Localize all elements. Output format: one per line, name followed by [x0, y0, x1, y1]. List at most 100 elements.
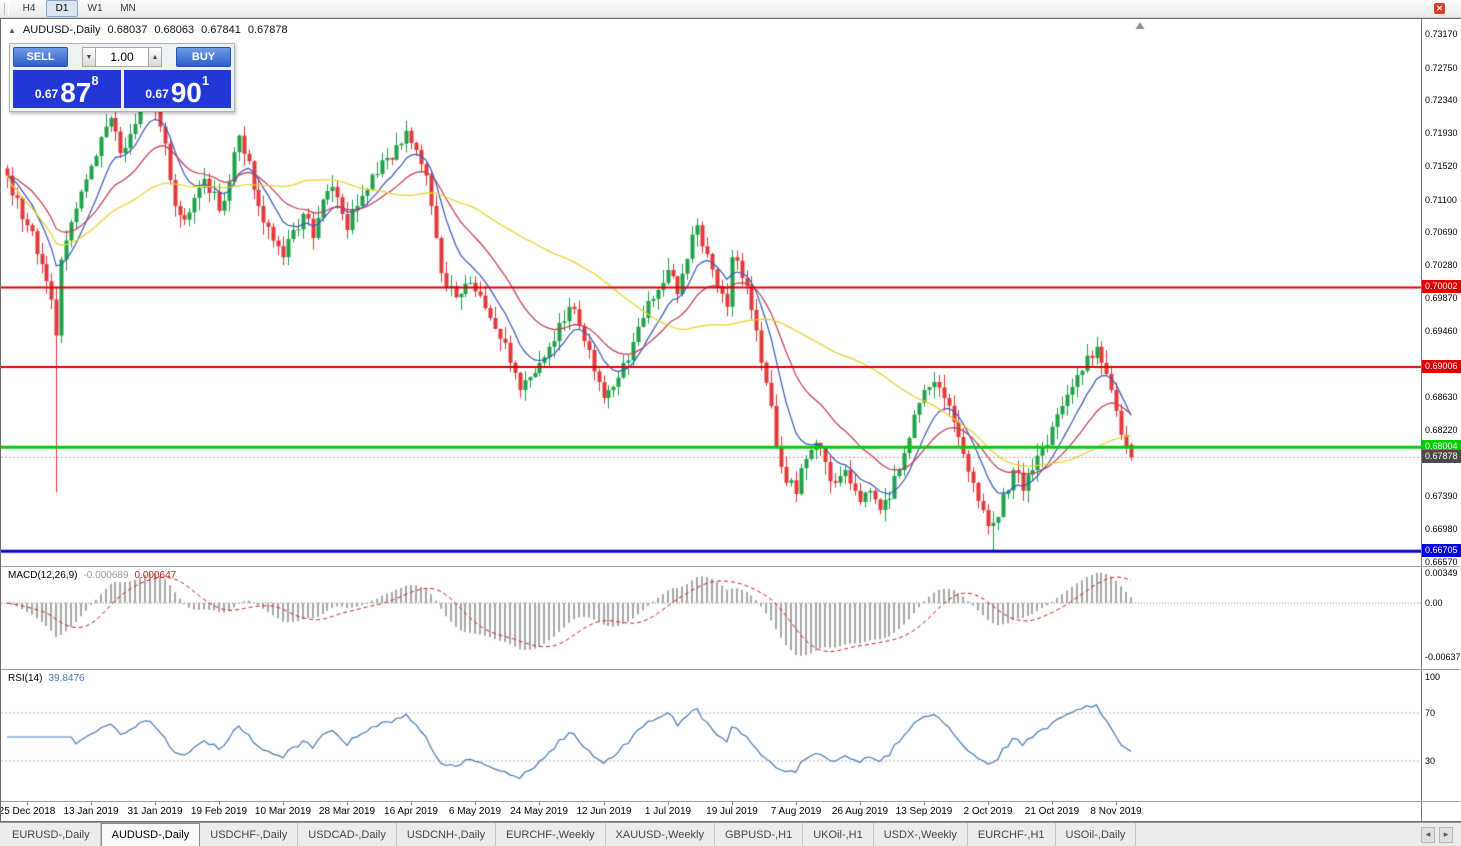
price-tick-label: 0.70280	[1425, 260, 1458, 271]
chevron-down-icon: ▼	[85, 53, 93, 61]
timeframe-button-d1[interactable]: D1	[46, 0, 78, 17]
sell-price-box[interactable]: 0.67 87 8	[13, 70, 121, 108]
price-tick-label: 0.73170	[1425, 29, 1458, 39]
tab-scroll-arrows: ◂ ▸	[1413, 823, 1461, 846]
tab-ukoil-h1[interactable]: UKOil-,H1	[803, 823, 874, 846]
time-tick-label: 19 Feb 2019	[190, 806, 248, 817]
price-tick-label: 0.69870	[1425, 293, 1458, 303]
buy-price-box[interactable]: 0.67 90 1	[123, 70, 231, 109]
time-tick-label: 21 Oct 2019	[1024, 806, 1080, 817]
sell-price-base: 0.67	[34, 87, 59, 101]
price-tag: 0.70002	[1422, 280, 1461, 294]
rsi-name: RSI(14)	[8, 673, 43, 684]
time-tick-label: 1 Jul 2019	[644, 806, 692, 817]
ohlc-high: 0.68063	[154, 24, 195, 36]
buy-button[interactable]: BUY	[176, 47, 231, 67]
time-tick	[155, 802, 156, 805]
time-tick-label: 28 Mar 2019	[318, 806, 376, 817]
timeframe-button-mn[interactable]: MN	[120, 3, 136, 14]
toolbar-close-icon[interactable]: ✕	[1434, 3, 1445, 14]
time-tick-label: 26 Aug 2019	[831, 806, 889, 817]
buy-price-big: 90	[170, 77, 202, 109]
time-tick	[924, 802, 925, 805]
price-axis[interactable]: 0.73170 0.72750 0.72340 0.71930 0.71520 0.711…	[1421, 19, 1461, 821]
price-tick-label: 0.71930	[1425, 128, 1458, 139]
chart-plot-area[interactable]: ▲ AUDUSD-,Daily 0.68037 0.68063 0.67841 …	[1, 19, 1421, 821]
tab-usdx-weekly[interactable]: USDX-,Weekly	[874, 823, 968, 846]
volume-input[interactable]	[96, 47, 148, 67]
chart-window: ▲ AUDUSD-,Daily 0.68037 0.68063 0.67841 …	[0, 18, 1461, 822]
macd-main-value: -0.000689	[83, 570, 129, 581]
pane-separator[interactable]	[1, 669, 1460, 670]
time-tick	[604, 802, 605, 805]
buy-price-sup: 1	[201, 73, 210, 88]
macd-tick-label: -0.00637	[1425, 652, 1461, 663]
buy-price-base: 0.67	[145, 87, 169, 101]
time-tick	[91, 802, 92, 805]
rsi-indicator-label: RSI(14) 39.8476	[8, 673, 85, 684]
tab-xauusd-weekly[interactable]: XAUUSD-,Weekly	[606, 823, 715, 846]
tab-scroll-left-icon[interactable]: ◂	[1421, 826, 1435, 843]
tab-usdcnh-daily[interactable]: USDCNH-,Daily	[397, 823, 497, 846]
rsi-value: 39.8476	[48, 673, 85, 684]
time-tick	[668, 802, 669, 805]
time-tick	[347, 802, 348, 805]
macd-indicator-label: MACD(12,26,9) -0.000689 0.000647	[8, 570, 176, 581]
chart-title: ▲ AUDUSD-,Daily 0.68037 0.68063 0.67841 …	[8, 24, 288, 36]
time-axis[interactable]: 25 Dec 2018 13 Jan 2019 31 Jan 2019 19 Feb …	[1, 802, 1421, 821]
tab-gbpusd-h1[interactable]: GBPUSD-,H1	[715, 823, 804, 846]
timeframe-buttons: H4 D1 W1 MN	[13, 0, 144, 17]
rsi-tick-label: 100	[1425, 672, 1441, 682]
time-tick	[539, 802, 540, 805]
time-tick-label: 16 Apr 2019	[384, 806, 438, 817]
tab-eurchf-h1[interactable]: EURCHF-,H1	[968, 823, 1056, 846]
pane-separator[interactable]	[1, 566, 1460, 567]
tab-eurusd-daily[interactable]: EURUSD-,Daily	[2, 823, 101, 846]
price-tick-label: 0.70690	[1425, 227, 1458, 238]
tab-scroll-right-icon[interactable]: ▸	[1439, 826, 1453, 843]
tab-usoil-daily[interactable]: USOil-,Daily	[1056, 823, 1137, 846]
price-tick-label: 0.68630	[1425, 392, 1458, 403]
periods-toolbar: H4 D1 W1 MN ✕	[0, 0, 1461, 18]
tab-usdchf-daily[interactable]: USDCHF-,Daily	[200, 823, 299, 846]
timeframe-button-w1[interactable]: W1	[87, 3, 103, 14]
tab-audusd-daily[interactable]: AUDUSD-,Daily	[100, 823, 201, 846]
time-tick	[411, 802, 412, 805]
toolbar-grip[interactable]	[4, 2, 9, 15]
time-tick	[732, 802, 733, 805]
time-tick	[475, 802, 476, 805]
sell-price-sup: 8	[91, 73, 99, 88]
time-tick-label: 8 Nov 2019	[1090, 806, 1142, 817]
rsi-indicator-canvas[interactable]	[1, 670, 1421, 801]
sell-button[interactable]: SELL	[13, 47, 68, 67]
volume-decrease-button[interactable]: ▼	[82, 47, 96, 67]
ohlc-open: 0.68037	[107, 24, 148, 36]
macd-signal-value: 0.000647	[134, 570, 177, 581]
chart-tabs: EURUSD-,Daily AUDUSD-,Daily USDCHF-,Daily U…	[2, 823, 1137, 846]
macd-tick-label: 0.00	[1425, 598, 1443, 608]
time-tick	[860, 802, 861, 805]
timeframe-button-h4[interactable]: H4	[22, 3, 36, 14]
time-tick	[27, 802, 28, 805]
price-tag: 0.67878	[1422, 450, 1461, 464]
time-tick-label: 24 May 2019	[510, 806, 568, 817]
volume-increase-button[interactable]: ▲	[148, 47, 162, 67]
chevron-up-icon: ▲	[151, 53, 159, 61]
rsi-tick-label: 70	[1425, 708, 1436, 718]
macd-tick-label: 0.00349	[1425, 568, 1458, 579]
time-tick-label: 13 Sep 2019	[895, 806, 953, 817]
collapse-arrow-icon[interactable]: ▲	[8, 25, 16, 35]
ohlc-close: 0.67878	[247, 24, 288, 36]
time-tick-label: 12 Jun 2019	[576, 806, 632, 817]
rsi-tick-label: 30	[1425, 756, 1436, 766]
price-tick-label: 0.68220	[1425, 425, 1458, 435]
tab-usdcad-daily[interactable]: USDCAD-,Daily	[298, 823, 397, 846]
time-tick-label: 7 Aug 2019	[770, 806, 822, 817]
time-tick	[988, 802, 989, 805]
chart-tab-bar: EURUSD-,Daily AUDUSD-,Daily USDCHF-,Daily U…	[0, 822, 1461, 846]
macd-indicator-canvas[interactable]	[1, 567, 1421, 669]
price-chart-canvas[interactable]	[1, 19, 1421, 566]
time-tick	[283, 802, 284, 805]
tab-eurchf-weekly[interactable]: EURCHF-,Weekly	[496, 823, 606, 846]
chart-symbol-period: AUDUSD-,Daily	[22, 24, 101, 36]
